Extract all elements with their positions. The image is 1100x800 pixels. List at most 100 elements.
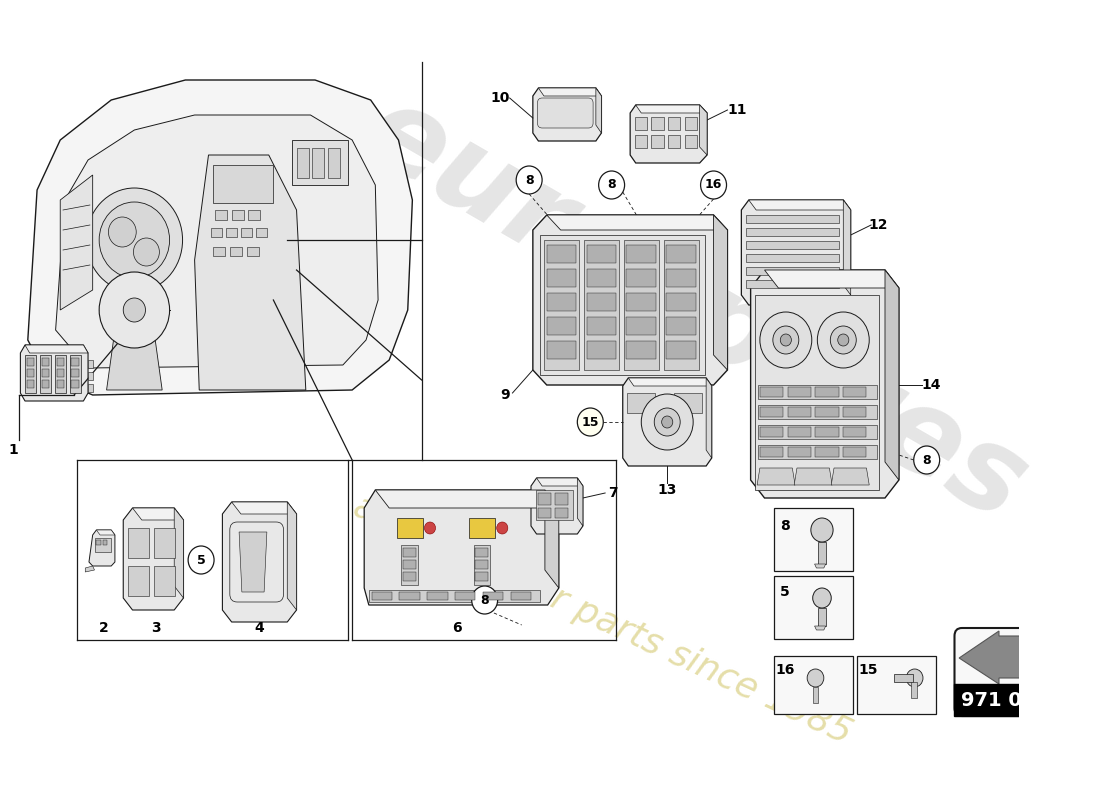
Polygon shape bbox=[750, 270, 899, 498]
Bar bbox=[773, 508, 852, 571]
Polygon shape bbox=[714, 215, 727, 370]
Text: 16: 16 bbox=[776, 663, 794, 677]
Bar bbox=[55, 355, 66, 393]
Bar bbox=[627, 393, 656, 413]
Bar bbox=[402, 545, 418, 585]
Bar bbox=[95, 538, 111, 552]
Circle shape bbox=[133, 238, 160, 266]
Bar bbox=[635, 135, 647, 148]
Polygon shape bbox=[25, 345, 88, 353]
Polygon shape bbox=[628, 378, 712, 386]
Bar bbox=[403, 560, 416, 569]
Circle shape bbox=[830, 326, 856, 354]
Polygon shape bbox=[706, 378, 712, 458]
Polygon shape bbox=[364, 490, 559, 605]
Bar bbox=[42, 380, 50, 388]
Polygon shape bbox=[538, 88, 602, 96]
Polygon shape bbox=[174, 508, 184, 598]
Text: 8: 8 bbox=[607, 178, 616, 191]
Polygon shape bbox=[21, 345, 88, 401]
Bar bbox=[547, 245, 576, 263]
Circle shape bbox=[497, 522, 508, 534]
Circle shape bbox=[838, 334, 849, 346]
Bar bbox=[668, 135, 680, 148]
Bar bbox=[211, 228, 222, 237]
Polygon shape bbox=[154, 528, 175, 558]
Bar bbox=[312, 148, 324, 178]
Bar bbox=[911, 682, 916, 698]
Bar bbox=[584, 240, 619, 370]
Polygon shape bbox=[596, 88, 602, 133]
Bar bbox=[760, 427, 783, 437]
Text: 15: 15 bbox=[582, 415, 600, 429]
Text: 5: 5 bbox=[780, 585, 790, 599]
Bar bbox=[547, 341, 576, 359]
Bar bbox=[815, 427, 838, 437]
Bar bbox=[844, 427, 867, 437]
Polygon shape bbox=[222, 502, 297, 622]
Bar bbox=[547, 293, 576, 311]
Circle shape bbox=[811, 518, 833, 542]
Text: 8: 8 bbox=[780, 519, 790, 533]
Text: 4: 4 bbox=[254, 621, 264, 635]
Bar bbox=[213, 165, 274, 203]
Bar bbox=[746, 267, 838, 275]
Bar bbox=[483, 592, 503, 600]
Bar bbox=[72, 358, 79, 366]
Circle shape bbox=[109, 217, 136, 247]
Circle shape bbox=[472, 586, 497, 614]
Bar bbox=[69, 355, 80, 393]
Bar bbox=[844, 447, 867, 457]
Bar bbox=[372, 592, 392, 600]
Bar bbox=[813, 687, 818, 703]
Bar bbox=[40, 355, 51, 393]
Bar bbox=[857, 656, 936, 714]
Bar bbox=[97, 540, 101, 545]
Bar bbox=[42, 358, 50, 366]
Bar bbox=[626, 245, 656, 263]
Text: 5: 5 bbox=[197, 554, 206, 566]
Bar bbox=[586, 293, 616, 311]
Bar bbox=[88, 360, 92, 368]
Polygon shape bbox=[60, 175, 92, 310]
Bar bbox=[25, 355, 36, 393]
Polygon shape bbox=[578, 478, 583, 526]
Bar bbox=[475, 548, 488, 557]
FancyBboxPatch shape bbox=[230, 522, 284, 602]
Circle shape bbox=[914, 446, 939, 474]
Bar bbox=[26, 380, 34, 388]
Circle shape bbox=[516, 166, 542, 194]
Polygon shape bbox=[86, 566, 95, 572]
Bar bbox=[213, 247, 226, 256]
Circle shape bbox=[654, 408, 680, 436]
Polygon shape bbox=[56, 115, 378, 368]
Polygon shape bbox=[741, 200, 850, 305]
Circle shape bbox=[817, 312, 869, 368]
Bar bbox=[227, 228, 238, 237]
Bar bbox=[538, 493, 551, 505]
Text: 8: 8 bbox=[481, 594, 490, 606]
Bar bbox=[586, 317, 616, 335]
Bar bbox=[668, 117, 680, 130]
Polygon shape bbox=[815, 564, 826, 568]
Bar bbox=[469, 518, 495, 538]
Polygon shape bbox=[623, 378, 712, 466]
Bar bbox=[667, 245, 696, 263]
Polygon shape bbox=[537, 478, 583, 486]
Text: eurospares: eurospares bbox=[343, 74, 1047, 546]
Bar bbox=[103, 540, 108, 545]
Polygon shape bbox=[123, 508, 184, 610]
Bar bbox=[547, 317, 576, 335]
Polygon shape bbox=[107, 290, 162, 390]
Polygon shape bbox=[959, 631, 1036, 684]
Circle shape bbox=[99, 202, 169, 278]
Circle shape bbox=[780, 334, 791, 346]
Circle shape bbox=[807, 669, 824, 687]
Bar bbox=[56, 380, 64, 388]
Bar bbox=[626, 269, 656, 287]
Text: 1: 1 bbox=[8, 443, 18, 457]
Bar bbox=[586, 245, 616, 263]
Bar bbox=[746, 241, 838, 249]
Bar bbox=[540, 235, 705, 375]
Polygon shape bbox=[375, 490, 559, 508]
